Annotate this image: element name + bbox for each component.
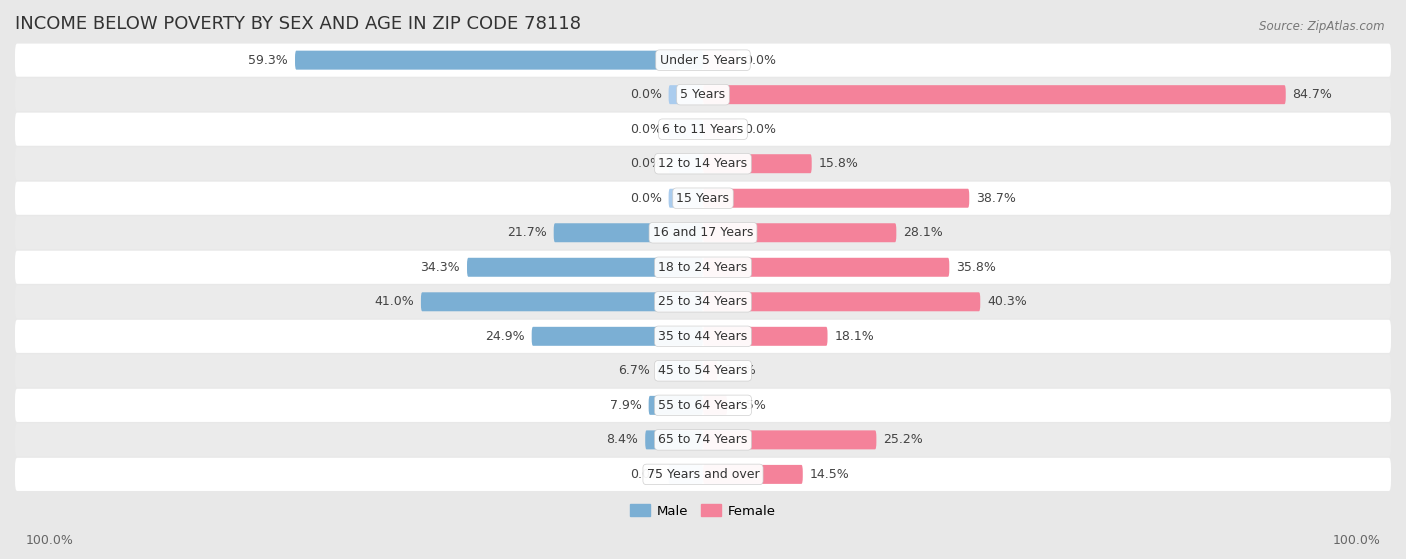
Text: 12 to 14 Years: 12 to 14 Years <box>658 157 748 170</box>
FancyBboxPatch shape <box>15 216 1391 249</box>
Text: 3.5%: 3.5% <box>734 399 766 412</box>
Legend: Male, Female: Male, Female <box>626 499 780 523</box>
FancyBboxPatch shape <box>703 51 737 70</box>
FancyBboxPatch shape <box>669 85 703 104</box>
FancyBboxPatch shape <box>703 189 969 208</box>
FancyBboxPatch shape <box>669 189 703 208</box>
FancyBboxPatch shape <box>669 154 703 173</box>
Text: 35.8%: 35.8% <box>956 260 995 274</box>
FancyBboxPatch shape <box>703 292 980 311</box>
Text: 55 to 64 Years: 55 to 64 Years <box>658 399 748 412</box>
Text: 59.3%: 59.3% <box>249 54 288 67</box>
Text: 18.1%: 18.1% <box>834 330 875 343</box>
FancyBboxPatch shape <box>657 361 703 380</box>
Text: 65 to 74 Years: 65 to 74 Years <box>658 433 748 447</box>
FancyBboxPatch shape <box>645 430 703 449</box>
Text: 38.7%: 38.7% <box>976 192 1017 205</box>
Text: 2.1%: 2.1% <box>724 364 756 377</box>
Text: 40.3%: 40.3% <box>987 295 1026 309</box>
FancyBboxPatch shape <box>669 120 703 139</box>
Text: 21.7%: 21.7% <box>508 226 547 239</box>
FancyBboxPatch shape <box>467 258 703 277</box>
Text: INCOME BELOW POVERTY BY SEX AND AGE IN ZIP CODE 78118: INCOME BELOW POVERTY BY SEX AND AGE IN Z… <box>15 15 581 33</box>
Text: Under 5 Years: Under 5 Years <box>659 54 747 67</box>
FancyBboxPatch shape <box>15 250 1391 284</box>
FancyBboxPatch shape <box>420 292 703 311</box>
Text: 0.0%: 0.0% <box>630 468 662 481</box>
FancyBboxPatch shape <box>703 85 1285 104</box>
FancyBboxPatch shape <box>15 44 1391 77</box>
FancyBboxPatch shape <box>15 182 1391 215</box>
Text: 6 to 11 Years: 6 to 11 Years <box>662 122 744 136</box>
Text: 75 Years and over: 75 Years and over <box>647 468 759 481</box>
FancyBboxPatch shape <box>703 430 876 449</box>
Text: 100.0%: 100.0% <box>25 534 73 547</box>
Text: 25.2%: 25.2% <box>883 433 922 447</box>
FancyBboxPatch shape <box>703 120 737 139</box>
FancyBboxPatch shape <box>15 389 1391 422</box>
FancyBboxPatch shape <box>554 223 703 242</box>
FancyBboxPatch shape <box>15 147 1391 181</box>
Text: 0.0%: 0.0% <box>744 54 776 67</box>
Text: 15.8%: 15.8% <box>818 157 859 170</box>
Text: 15 Years: 15 Years <box>676 192 730 205</box>
FancyBboxPatch shape <box>15 320 1391 353</box>
Text: 0.0%: 0.0% <box>630 88 662 101</box>
Text: 34.3%: 34.3% <box>420 260 460 274</box>
FancyBboxPatch shape <box>531 327 703 346</box>
FancyBboxPatch shape <box>703 327 828 346</box>
Text: 25 to 34 Years: 25 to 34 Years <box>658 295 748 309</box>
Text: 84.7%: 84.7% <box>1292 88 1333 101</box>
Text: Source: ZipAtlas.com: Source: ZipAtlas.com <box>1260 20 1385 32</box>
FancyBboxPatch shape <box>703 361 717 380</box>
Text: 41.0%: 41.0% <box>374 295 413 309</box>
Text: 6.7%: 6.7% <box>619 364 650 377</box>
Text: 0.0%: 0.0% <box>630 157 662 170</box>
Text: 28.1%: 28.1% <box>903 226 943 239</box>
Text: 18 to 24 Years: 18 to 24 Years <box>658 260 748 274</box>
Text: 16 and 17 Years: 16 and 17 Years <box>652 226 754 239</box>
FancyBboxPatch shape <box>15 285 1391 319</box>
FancyBboxPatch shape <box>15 78 1391 111</box>
Text: 5 Years: 5 Years <box>681 88 725 101</box>
FancyBboxPatch shape <box>648 396 703 415</box>
FancyBboxPatch shape <box>15 112 1391 146</box>
FancyBboxPatch shape <box>703 154 811 173</box>
FancyBboxPatch shape <box>669 465 703 484</box>
Text: 0.0%: 0.0% <box>630 192 662 205</box>
Text: 35 to 44 Years: 35 to 44 Years <box>658 330 748 343</box>
FancyBboxPatch shape <box>295 51 703 70</box>
FancyBboxPatch shape <box>15 423 1391 457</box>
Text: 7.9%: 7.9% <box>610 399 641 412</box>
FancyBboxPatch shape <box>15 458 1391 491</box>
FancyBboxPatch shape <box>703 258 949 277</box>
Text: 8.4%: 8.4% <box>606 433 638 447</box>
Text: 24.9%: 24.9% <box>485 330 524 343</box>
Text: 0.0%: 0.0% <box>744 122 776 136</box>
Text: 0.0%: 0.0% <box>630 122 662 136</box>
FancyBboxPatch shape <box>703 223 897 242</box>
Text: 45 to 54 Years: 45 to 54 Years <box>658 364 748 377</box>
Text: 14.5%: 14.5% <box>810 468 849 481</box>
FancyBboxPatch shape <box>15 354 1391 387</box>
FancyBboxPatch shape <box>703 396 727 415</box>
Text: 100.0%: 100.0% <box>1333 534 1381 547</box>
FancyBboxPatch shape <box>703 465 803 484</box>
